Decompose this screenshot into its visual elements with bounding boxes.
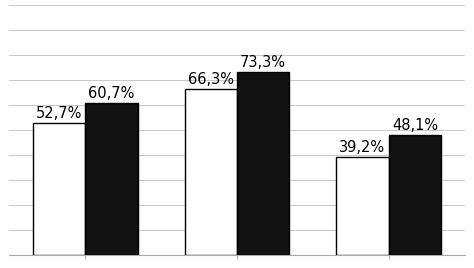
Text: 39,2%: 39,2%: [339, 140, 385, 155]
Bar: [389, 135, 441, 255]
Text: 66,3%: 66,3%: [188, 72, 234, 87]
Text: 52,7%: 52,7%: [36, 106, 82, 121]
Text: 60,7%: 60,7%: [88, 86, 135, 101]
Text: 73,3%: 73,3%: [240, 55, 286, 70]
Bar: [237, 72, 290, 255]
Bar: [336, 157, 389, 255]
Bar: [33, 123, 85, 255]
Bar: [85, 103, 138, 255]
Text: 48,1%: 48,1%: [392, 118, 438, 133]
Bar: [184, 89, 237, 255]
